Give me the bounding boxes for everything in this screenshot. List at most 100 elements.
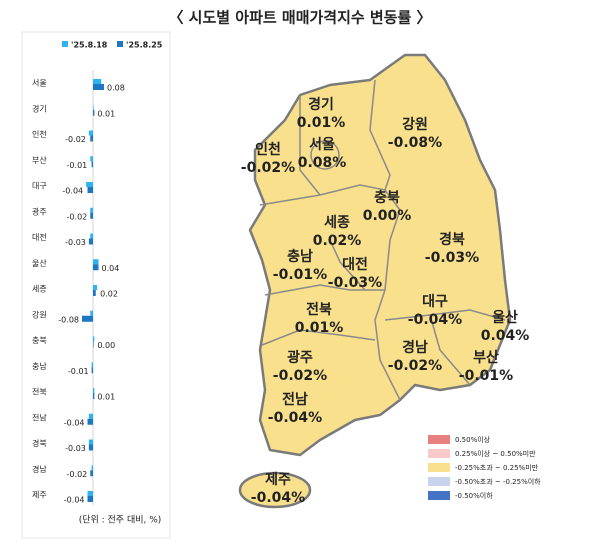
bar — [90, 310, 93, 316]
bar — [88, 238, 93, 245]
bar — [87, 418, 93, 425]
category-label: 대전 — [32, 232, 47, 242]
region-value: -0.04% — [408, 312, 462, 328]
legend-swatch — [428, 449, 450, 458]
value-label: -0.01 — [67, 161, 88, 170]
region-value: -0.02% — [273, 368, 327, 384]
border — [329, 239, 366, 291]
legend-label: -0.25%초과 ~ 0.25%미만 — [455, 463, 539, 472]
border — [374, 289, 401, 401]
bar — [88, 444, 93, 451]
legend-label: '25.8.18 — [71, 41, 108, 50]
region-name: 인천 — [255, 141, 281, 158]
value-label: -0.04 — [64, 418, 85, 427]
legend-swatch — [428, 463, 450, 472]
bar — [93, 388, 95, 393]
land — [238, 471, 312, 509]
bar — [87, 496, 93, 502]
category-label: 세종 — [32, 285, 47, 294]
legend-label: 0.25%이상 ~ 0.50%미만 — [455, 449, 536, 458]
category-label: 전남 — [32, 412, 47, 422]
category-label: 강원 — [32, 309, 47, 319]
region-value: -0.08% — [388, 135, 442, 151]
bar — [93, 290, 96, 296]
bar — [90, 470, 93, 477]
category-label: 경기 — [32, 103, 47, 113]
value-label: 0.01 — [97, 393, 115, 402]
legend-swatch — [117, 41, 123, 47]
legend-swatch — [62, 41, 68, 47]
bar — [93, 285, 98, 290]
category-label: 부산 — [32, 155, 47, 165]
border — [264, 284, 385, 296]
region-name: 세종 — [324, 215, 350, 231]
border — [261, 329, 376, 346]
region-name: 대전 — [342, 256, 368, 273]
value-label: -0.03 — [65, 238, 86, 247]
legend-label: '25.8.25 — [126, 41, 163, 50]
region-value: -0.04% — [268, 410, 322, 426]
legend-label: 0.50%이상 — [455, 435, 491, 444]
legend-swatch — [428, 435, 450, 444]
region-name: 전남 — [282, 391, 308, 408]
panel-frame — [21, 31, 171, 539]
border — [384, 309, 506, 321]
category-label: 서울 — [32, 79, 47, 88]
category-label: 경북 — [32, 438, 47, 448]
border — [310, 140, 340, 170]
bar — [87, 187, 93, 193]
region-value: -0.03% — [425, 250, 479, 266]
bar — [88, 413, 93, 419]
value-label: -0.03 — [65, 444, 86, 453]
bar — [93, 79, 102, 84]
category-label: 충북 — [32, 336, 47, 345]
bar — [93, 259, 99, 265]
category-label: 광주 — [32, 206, 47, 216]
legend-swatch — [428, 477, 450, 486]
region-value: 0.02% — [313, 233, 362, 249]
category-label: 전북 — [32, 387, 47, 397]
bar — [86, 182, 93, 187]
bar — [91, 362, 93, 368]
region-name: 울산 — [492, 309, 518, 326]
bar — [93, 84, 104, 90]
bar — [91, 161, 93, 168]
value-label: 0.08 — [107, 84, 125, 93]
region-value: -0.02% — [388, 358, 442, 374]
region-name: 제주 — [265, 472, 291, 488]
category-label: 인천 — [32, 129, 47, 139]
bar — [91, 367, 93, 374]
value-label: 0.04 — [102, 264, 120, 273]
value-label: -0.02 — [67, 470, 88, 479]
region-name: 광주 — [287, 349, 313, 366]
category-label: 울산 — [32, 258, 47, 268]
category-label: 제주 — [32, 491, 47, 500]
bar — [90, 156, 93, 162]
region-value: -0.04% — [251, 490, 305, 506]
region-value: 0.08% — [298, 155, 347, 171]
value-label: -0.04 — [64, 496, 85, 505]
border — [259, 184, 386, 206]
legend-swatch — [428, 491, 450, 500]
border — [384, 189, 401, 291]
border — [429, 314, 471, 386]
region-value: -0.01% — [273, 267, 327, 283]
region-value: -0.03% — [328, 275, 382, 291]
bar — [90, 207, 93, 213]
bar — [88, 439, 93, 445]
bar — [93, 264, 99, 271]
bar — [93, 341, 94, 348]
value-label: -0.08 — [58, 315, 79, 324]
region-value: 0.04% — [481, 328, 530, 344]
unit-note: (단위 : 전주 대비, %) — [79, 515, 162, 526]
bar — [88, 130, 93, 136]
value-label: 0.02 — [100, 290, 118, 299]
category-label: 경남 — [32, 464, 47, 474]
bar — [90, 233, 93, 239]
value-label: 0.00 — [97, 341, 115, 350]
region-name: 대구 — [422, 294, 448, 310]
bar — [82, 315, 93, 322]
chart-title: 〈 시도별 아파트 매매가격지수 변동률 〉 — [168, 9, 431, 27]
category-label: 대구 — [32, 182, 47, 191]
